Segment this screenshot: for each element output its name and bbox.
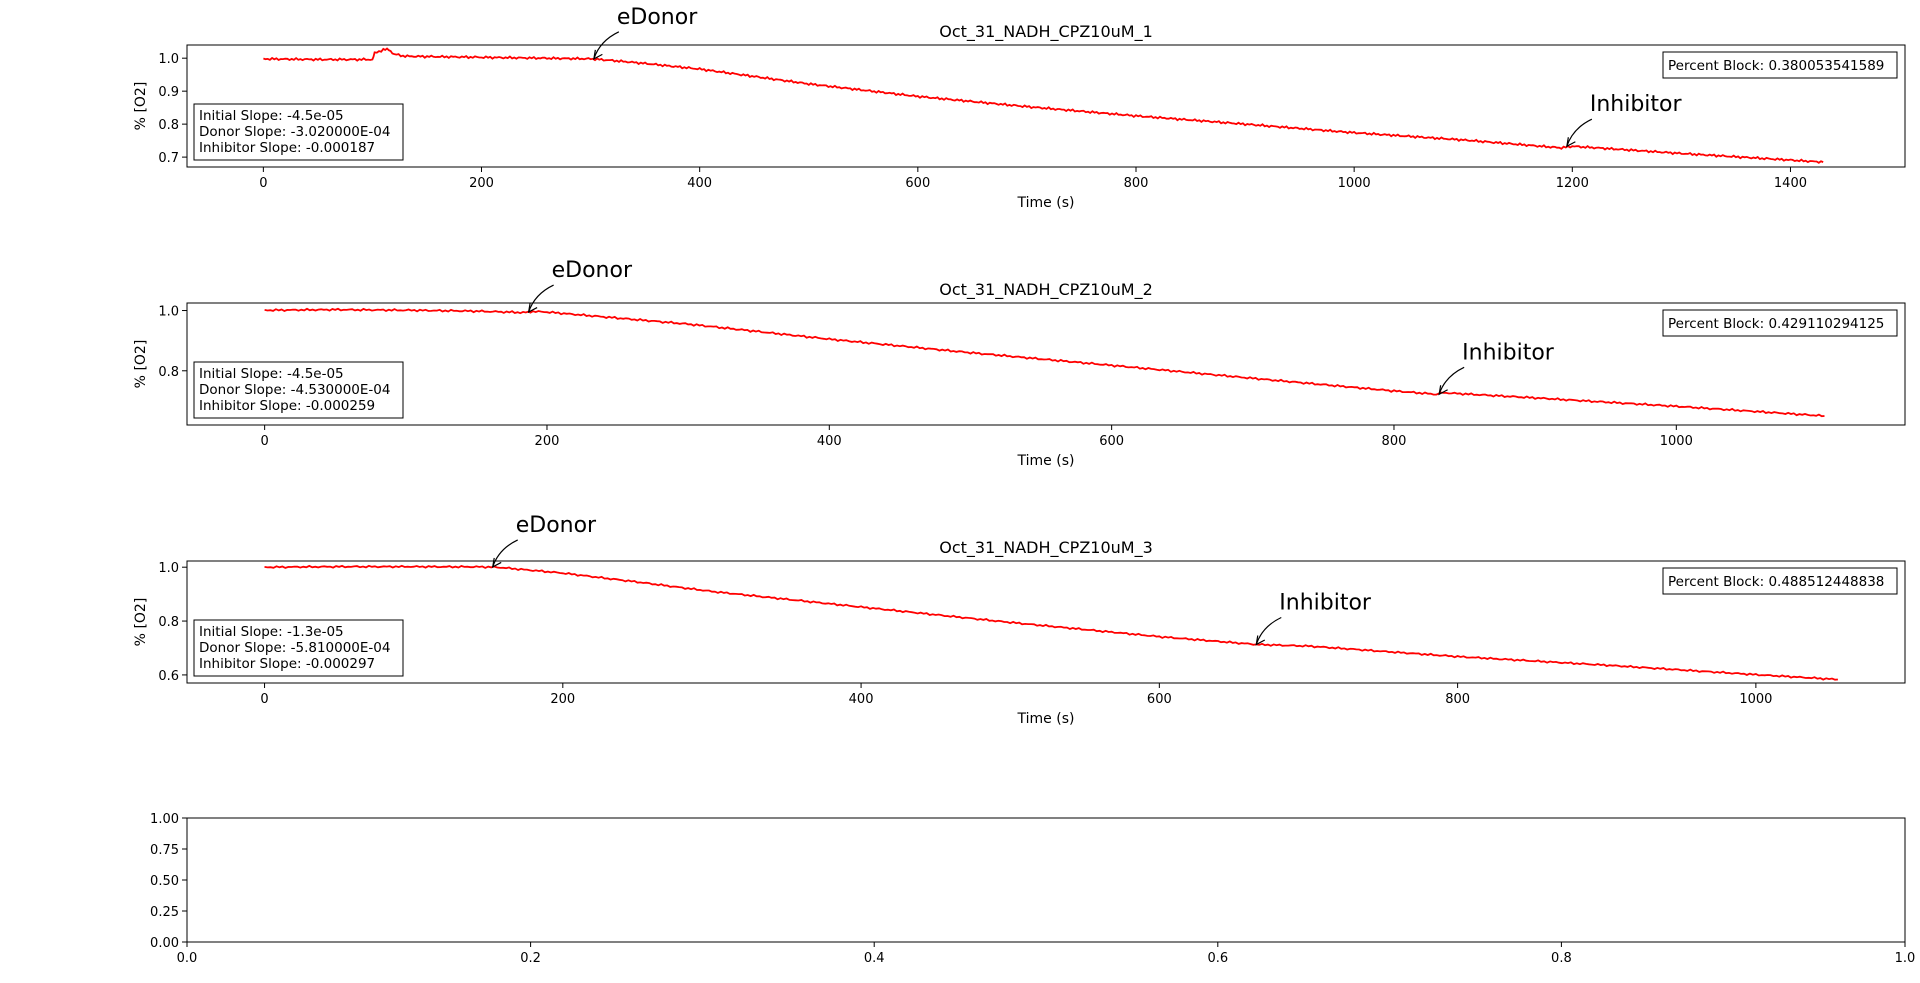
x-tick-label: 1200 xyxy=(1556,176,1589,191)
y-tick-label: 0.6 xyxy=(158,669,179,684)
x-tick-label: 200 xyxy=(535,434,560,449)
x-tick-label: 1000 xyxy=(1338,176,1371,191)
y-tick-label: 0.8 xyxy=(158,615,179,630)
x-tick-label: 0 xyxy=(259,176,267,191)
annotation-arrowhead xyxy=(1255,635,1266,646)
y-tick-label: 0.25 xyxy=(150,905,179,920)
slope-line: Donor Slope: -5.810000E-04 xyxy=(199,640,390,656)
subplot-2: Oct_31_NADH_CPZ10uM_2 0 200 400 600 800 1000 0.… xyxy=(133,258,1906,469)
y-tick-label: 0.7 xyxy=(158,151,179,166)
percent-block-box xyxy=(1662,567,1898,595)
x-tick-label: 600 xyxy=(1147,692,1172,707)
y-tick-label: 0.50 xyxy=(150,874,179,889)
x-tick-label: 0.0 xyxy=(177,951,198,966)
chart-title: Oct_31_NADH_CPZ10uM_2 xyxy=(939,280,1153,300)
y-tick-label: 1.0 xyxy=(158,52,179,67)
slope-line: Donor Slope: -4.530000E-04 xyxy=(199,382,390,398)
x-tick-label: 0 xyxy=(260,692,268,707)
y-tick-label: 1.0 xyxy=(158,561,179,576)
slope-line: Inhibitor Slope: -0.000259 xyxy=(199,398,375,414)
x-tick-label: 0 xyxy=(261,434,269,449)
y-tick-label: 1.0 xyxy=(158,305,179,320)
y-axis-label: % [O2] xyxy=(133,82,149,131)
percent-block-text: Percent Block: 0.380053541589 xyxy=(1668,58,1884,74)
y-axis-label: % [O2] xyxy=(133,598,149,647)
y-tick-label: 0.00 xyxy=(150,936,179,951)
chart-title: Oct_31_NADH_CPZ10uM_3 xyxy=(939,538,1153,558)
annotation-label: eDonor xyxy=(617,5,698,30)
annotation-arrow xyxy=(528,284,554,313)
x-tick-label: 1000 xyxy=(1739,692,1772,707)
x-tick-label: 0.8 xyxy=(1551,951,1572,966)
x-axis-label: Time (s) xyxy=(1017,195,1075,211)
slope-line: Initial Slope: -4.5e-05 xyxy=(199,366,344,382)
annotation-arrowhead xyxy=(1438,385,1448,396)
x-tick-label: 800 xyxy=(1382,434,1407,449)
x-tick-label: 0.4 xyxy=(864,951,885,966)
x-tick-label: 1400 xyxy=(1774,176,1807,191)
x-tick-label: 600 xyxy=(1099,434,1124,449)
annotation-arrow xyxy=(593,31,620,60)
chart-title: Oct_31_NADH_CPZ10uM_1 xyxy=(939,22,1153,42)
annotation-label: Inhibitor xyxy=(1462,340,1555,365)
series-line xyxy=(263,47,1824,164)
annotation-arrowhead xyxy=(527,302,538,314)
annotation-label: eDonor xyxy=(516,513,597,538)
annotation-arrowhead xyxy=(491,557,502,569)
annotation-arrow xyxy=(492,539,518,568)
annotation-label: Inhibitor xyxy=(1279,590,1372,615)
y-tick-label: 1.00 xyxy=(150,812,179,827)
x-tick-label: 0.6 xyxy=(1207,951,1228,966)
x-tick-label: 400 xyxy=(849,692,874,707)
axes-frame xyxy=(186,302,1906,426)
x-tick-label: 400 xyxy=(817,434,842,449)
annotation-arrow xyxy=(1438,366,1465,395)
annotation-label: Inhibitor xyxy=(1590,92,1683,117)
slope-box xyxy=(193,103,404,161)
y-tick-label: 0.9 xyxy=(158,85,179,100)
y-tick-label: 0.8 xyxy=(158,118,179,133)
slope-line: Initial Slope: -4.5e-05 xyxy=(199,108,344,124)
percent-block-box xyxy=(1662,51,1898,79)
x-axis-label: Time (s) xyxy=(1017,711,1075,727)
x-tick-label: 1000 xyxy=(1660,434,1693,449)
axes-frame xyxy=(186,560,1906,684)
percent-block-box xyxy=(1662,309,1898,337)
x-tick-label: 800 xyxy=(1445,692,1470,707)
y-tick-label: 0.75 xyxy=(150,843,179,858)
series-line xyxy=(264,564,1838,681)
slope-line: Inhibitor Slope: -0.000297 xyxy=(199,656,375,672)
subplot-3: Oct_31_NADH_CPZ10uM_3 0 200 400 600 800 1000 0.… xyxy=(133,513,1906,727)
x-tick-label: 600 xyxy=(905,176,930,191)
axes-frame xyxy=(186,44,1906,168)
x-tick-label: 1.0 xyxy=(1895,951,1916,966)
y-tick-label: 0.8 xyxy=(158,365,179,380)
percent-block-text: Percent Block: 0.488512448838 xyxy=(1668,574,1884,590)
x-tick-label: 400 xyxy=(687,176,712,191)
x-axis-label: Time (s) xyxy=(1017,453,1075,469)
annotation-arrowhead xyxy=(1566,137,1576,148)
y-axis-label: % [O2] xyxy=(133,340,149,389)
subplot-4: 0.0 0.2 0.4 0.6 0.8 1.0 0.00 0.25 0.50 0.75 1.00 xyxy=(150,812,1915,966)
annotation-label: eDonor xyxy=(552,258,633,283)
x-tick-label: 0.2 xyxy=(520,951,541,966)
annotation-arrow xyxy=(1566,118,1593,147)
x-tick-label: 200 xyxy=(469,176,494,191)
axes-frame xyxy=(186,817,1906,943)
slope-line: Initial Slope: -1.3e-05 xyxy=(199,624,344,640)
slope-box xyxy=(193,361,404,419)
percent-block-text: Percent Block: 0.429110294125 xyxy=(1668,316,1884,332)
annotation-arrow xyxy=(1255,616,1282,645)
annotation-arrowhead xyxy=(593,49,603,60)
slope-box xyxy=(193,619,404,677)
series-line xyxy=(264,307,1825,418)
slope-line: Inhibitor Slope: -0.000187 xyxy=(199,140,375,156)
subplot-1: Oct_31_NADH_CPZ10uM_1 0 200 400 600 800 1000 12… xyxy=(133,5,1906,211)
x-tick-label: 800 xyxy=(1124,176,1149,191)
slope-line: Donor Slope: -3.020000E-04 xyxy=(199,124,390,140)
x-tick-label: 200 xyxy=(550,692,575,707)
